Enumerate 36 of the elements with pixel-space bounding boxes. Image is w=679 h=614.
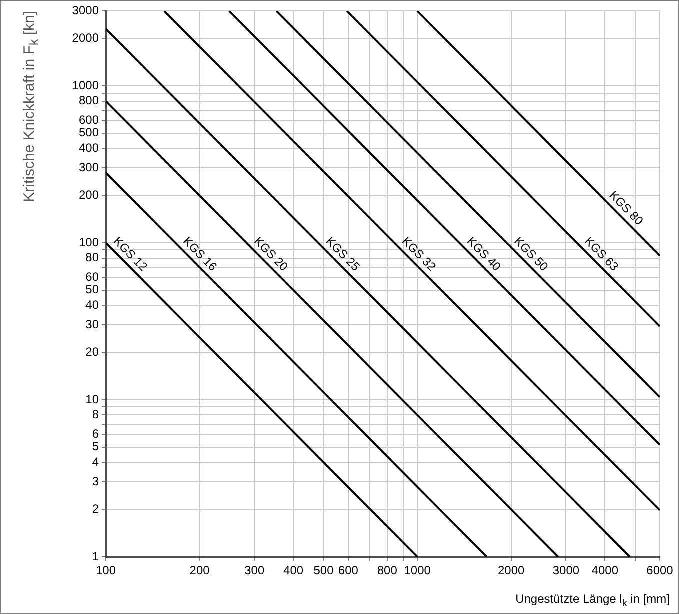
x-tick-label: 800 <box>377 564 398 578</box>
y-tick-label: 10 <box>86 392 100 406</box>
x-tick-label: 6000 <box>646 564 674 578</box>
y-tick-label: 4 <box>92 454 100 469</box>
y-tick-label: 1000 <box>72 78 100 92</box>
y-tick-label: 30 <box>86 317 100 332</box>
y-tick-label: 40 <box>86 298 100 312</box>
y-tick-label: 6 <box>92 427 100 442</box>
y-tick-label: 400 <box>78 140 100 155</box>
y-tick-label: 3000 <box>72 4 100 18</box>
x-tick-label: 2000 <box>498 564 526 578</box>
y-tick-label: 200 <box>78 188 100 202</box>
y-tick-label: 20 <box>86 345 100 360</box>
y-tick-label: 8 <box>92 408 100 422</box>
y-tick-label: 80 <box>86 250 100 265</box>
x-axis-title: Ungestützte Länge l$_{k}$ in [mm] <box>516 592 670 609</box>
x-tick-label: 500 <box>314 564 334 578</box>
y-tick-label: 100 <box>78 235 100 250</box>
x-tick-label: 400 <box>284 564 304 578</box>
y-tick-label: 5 <box>92 440 100 454</box>
x-tick-label: 300 <box>244 564 265 578</box>
y-tick-label: 600 <box>78 113 100 128</box>
x-tick-label: 3000 <box>552 564 580 578</box>
y-tick-label: 2 <box>92 502 100 516</box>
x-tick-label: 4000 <box>592 564 619 578</box>
x-tick-label: 1000 <box>404 564 432 578</box>
y-tick-label: 800 <box>78 94 100 108</box>
y-tick-label: 50 <box>86 282 100 297</box>
x-tick-label: 200 <box>190 564 210 578</box>
y-tick-label: 60 <box>86 270 100 284</box>
y-tick-label: 2000 <box>72 31 100 46</box>
x-tick-label: 600 <box>338 564 359 578</box>
y-tick-label: 3 <box>92 474 100 488</box>
y-tick-label: 1 <box>92 549 100 564</box>
y-tick-label: 300 <box>78 160 100 174</box>
y-tick-label: 500 <box>78 126 100 140</box>
